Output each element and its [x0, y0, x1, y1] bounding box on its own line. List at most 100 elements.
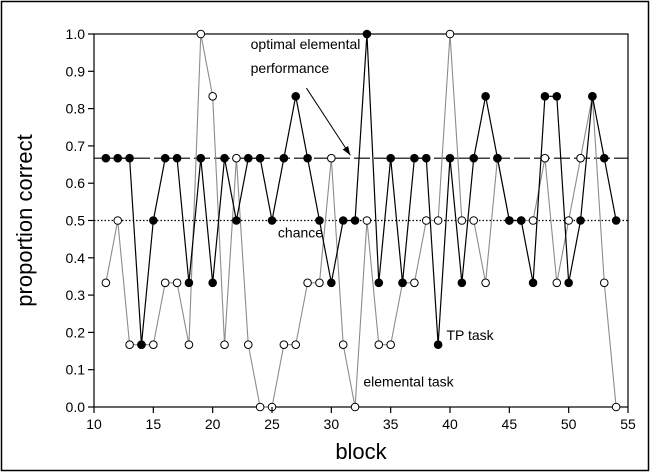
tp-task-point: [279, 153, 289, 163]
tp-task-point: [196, 153, 206, 163]
tp-task-point: [113, 153, 123, 163]
x-tick-label: 10: [86, 416, 102, 432]
elemental-task-point: [232, 153, 241, 163]
tp-task-point: [445, 153, 455, 163]
elemental-task-point: [291, 340, 301, 350]
elemental-task-point: [374, 340, 384, 350]
tp-task-point: [457, 278, 467, 288]
elemental-task-point: [125, 340, 134, 350]
tp-task-point: [362, 29, 372, 39]
annotations: optimal elemental performance chance TP tas…: [251, 36, 495, 390]
elemental-task-point: [172, 278, 182, 288]
elemental-task-point: [255, 402, 265, 412]
elemental-task-point: [469, 216, 479, 225]
y-tick-label: 1.0: [66, 26, 86, 42]
tp-task-point: [303, 153, 312, 163]
tp-task-point: [528, 278, 538, 288]
y-tick-label: 0.0: [66, 399, 86, 415]
tp-task-point: [184, 278, 194, 288]
y-tick-label: 0.3: [66, 287, 86, 303]
tp-task-point: [410, 153, 419, 163]
elemental-task-point: [410, 278, 419, 288]
tp-task-point: [338, 216, 348, 225]
tp-task-point: [552, 91, 562, 101]
elemental-task-point: [552, 278, 562, 288]
y-tick-label: 0.9: [66, 63, 86, 79]
y-tick-label: 0.6: [66, 175, 86, 191]
elemental-task-point: [564, 216, 573, 225]
elemental-task-point: [386, 340, 395, 350]
annotation-arrow-head: [342, 145, 351, 156]
annotation-label: chance: [278, 224, 323, 240]
tp-task-point: [505, 216, 514, 225]
series-points: [101, 29, 621, 412]
elemental-task-point: [599, 278, 609, 288]
elemental-task-point: [315, 278, 324, 288]
tp-task-point: [291, 91, 301, 101]
elemental-task-point: [528, 216, 538, 225]
y-tick-label: 0.7: [66, 138, 86, 154]
elemental-task-point: [611, 402, 621, 412]
elemental-task-point: [208, 91, 217, 101]
elemental-task-point: [350, 402, 360, 412]
tp-task-point: [327, 278, 336, 288]
tp-task-point: [172, 153, 182, 163]
tp-task-point: [433, 340, 443, 350]
tp-task-point: [232, 216, 241, 225]
annotation-label: optimal elemental: [251, 36, 361, 52]
tp-task-point: [540, 91, 550, 101]
tp-task-point: [398, 278, 407, 288]
tp-task-point: [149, 216, 158, 225]
x-tick-label: 35: [383, 416, 399, 432]
tp-task-point: [101, 153, 111, 163]
elemental-task-point: [481, 278, 490, 288]
tp-task-point: [350, 216, 360, 225]
axis-tick-labels: 10 15 20 25 30 35 40 45 50 55 0.0 0.1 0.2 0.3 0.4 0.5 0.…: [66, 26, 636, 432]
elemental-task-point: [149, 340, 158, 350]
elemental-task-point: [576, 153, 585, 163]
tp-task-point: [493, 153, 502, 163]
annotation-label: TP task: [446, 327, 494, 343]
elemental-task-point: [338, 340, 348, 350]
tp-task-point: [243, 153, 253, 163]
x-tick-label: 45: [502, 416, 518, 432]
elemental-task-point: [327, 153, 336, 163]
elemental-task-point: [362, 216, 372, 225]
elemental-task-point: [303, 278, 312, 288]
tp-task-point: [160, 153, 170, 163]
tp-task-point: [255, 153, 265, 163]
tp-task-point: [220, 153, 229, 163]
tp-task-point: [611, 216, 621, 225]
x-tick-label: 55: [620, 416, 636, 432]
elemental-task-point: [457, 216, 467, 225]
tp-task-point: [374, 278, 384, 288]
elemental-task-point: [279, 340, 289, 350]
elemental-task-point: [184, 340, 194, 350]
x-tick-label: 30: [324, 416, 340, 432]
y-tick-label: 0.5: [66, 213, 86, 229]
tp-task-point: [125, 153, 134, 163]
tp-task-point: [588, 91, 597, 101]
tp-task-point: [469, 153, 479, 163]
tp-task-point: [137, 340, 146, 350]
x-tick-label: 40: [442, 416, 458, 432]
elemental-task-point: [421, 216, 431, 225]
elemental-task-point: [540, 153, 550, 163]
annotation-arrow-shaft: [305, 87, 351, 156]
elemental-task-point: [220, 340, 229, 350]
elemental-task-point: [196, 29, 206, 39]
annotation-label: elemental task: [363, 373, 454, 389]
elemental-task-point: [160, 278, 170, 288]
tp-task-point: [208, 278, 217, 288]
y-tick-label: 0.4: [66, 250, 86, 266]
y-axis-label: proportion correct: [12, 134, 37, 306]
elemental-task-point: [433, 216, 443, 225]
y-tick-label: 0.2: [66, 324, 86, 340]
tp-task-point: [576, 216, 585, 225]
x-axis-label: block: [335, 439, 387, 464]
tp-task-point: [481, 91, 490, 101]
x-tick-label: 20: [205, 416, 221, 432]
tp-task-point: [421, 153, 431, 163]
